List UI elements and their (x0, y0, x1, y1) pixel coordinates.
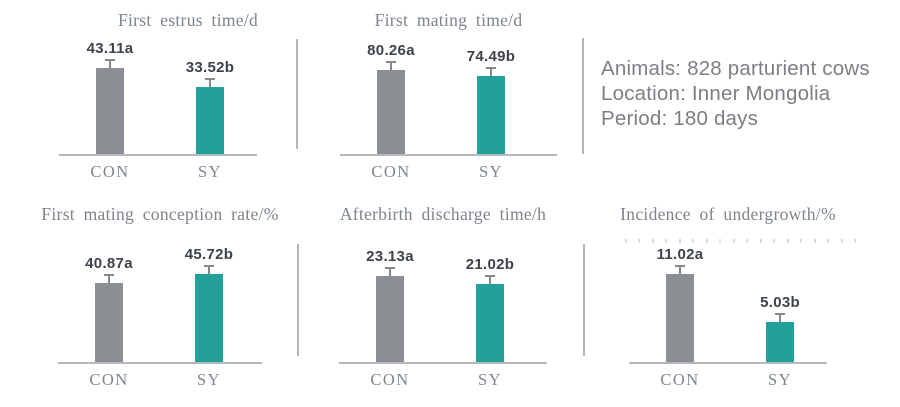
bar-value-label: 23.13a (366, 248, 414, 266)
error-bar (486, 66, 496, 76)
divider-bottom-2 (583, 244, 585, 356)
x-label-con: CON (371, 162, 411, 181)
error-bar (205, 78, 215, 87)
plot-area: 43.11a 33.52b (59, 40, 257, 156)
bar-con (95, 283, 123, 362)
bar-group-con: 23.13a (366, 248, 414, 362)
x-label-sy: SY (767, 370, 793, 389)
bar-value-label: 33.52b (185, 59, 235, 76)
bar-group-sy: 45.72b (185, 246, 233, 362)
bar-group-con: 80.26a (367, 42, 415, 154)
bar-group-con: 11.02a (657, 246, 703, 362)
info-line-animals: Animals: 828 parturient cows (601, 57, 870, 80)
bar-sy (477, 75, 505, 154)
bar-con (377, 69, 405, 154)
divider-top-1 (296, 39, 298, 149)
bar-value-label: 74.49b (466, 47, 516, 65)
chart-title: Afterbirth discharge time/h (339, 204, 547, 224)
x-label-sy: SY (478, 162, 504, 181)
info-line-location: Location: Inner Mongolia (601, 82, 831, 105)
bar-group-sy: 5.03b (760, 294, 800, 362)
error-bar (385, 267, 395, 276)
error-bar (485, 275, 495, 284)
bar-con (666, 273, 694, 362)
chart-title: First mating conception rate/% (41, 204, 279, 224)
plot-area: 80.26a 74.49b (340, 42, 557, 156)
bar-value-label: 45.72b (184, 246, 234, 264)
bar-sy (766, 321, 794, 362)
bar-con (96, 67, 124, 154)
info-line-period: Period: 180 days (601, 107, 759, 130)
x-label-con: CON (90, 162, 130, 181)
chart-title: First mating time/d (374, 10, 523, 30)
x-label-sy: SY (197, 162, 223, 181)
bar-value-label: 40.87a (85, 255, 133, 273)
error-bar (105, 58, 115, 68)
plot-area: 40.87a 45.72b (58, 246, 262, 364)
bar-group-con: 40.87a (85, 255, 133, 362)
error-bar (104, 274, 114, 283)
study-info-panel: Animals: 828 parturient cows Location: I… (601, 56, 870, 131)
x-label-con: CON (370, 370, 410, 389)
bar-sy (195, 274, 223, 362)
divider-bottom-1 (297, 244, 299, 356)
chart-title: First estrus time/d (117, 10, 259, 30)
x-label-con: CON (89, 370, 129, 389)
error-bar (675, 264, 685, 274)
bar-group-sy: 33.52b (186, 59, 234, 154)
error-bar (775, 312, 785, 322)
x-label-sy: SY (477, 370, 503, 389)
error-bar (386, 60, 396, 70)
x-label-sy: SY (196, 370, 222, 389)
divider-top-2 (582, 38, 584, 154)
bar-group-sy: 21.02b (466, 256, 514, 362)
chart-title: Incidence of undergrowth/% (620, 204, 836, 224)
bar-sy (196, 87, 224, 154)
bar-value-label: 5.03b (760, 293, 800, 311)
plot-area: 23.13a 21.02b (339, 248, 547, 364)
bar-value-label: 80.26a (367, 41, 415, 59)
bar-value-label: 21.02b (465, 256, 515, 274)
cropped-text-artifact (625, 239, 863, 243)
bar-group-sy: 74.49b (467, 48, 515, 154)
error-bar (204, 265, 214, 274)
bar-value-label: 43.11a (86, 39, 134, 57)
bar-group-con: 43.11a (87, 40, 133, 154)
plot-area: 11.02a 5.03b (629, 246, 827, 364)
bar-value-label: 11.02a (656, 245, 704, 263)
x-label-con: CON (660, 370, 700, 389)
bar-sy (476, 284, 504, 362)
bar-con (376, 276, 404, 362)
